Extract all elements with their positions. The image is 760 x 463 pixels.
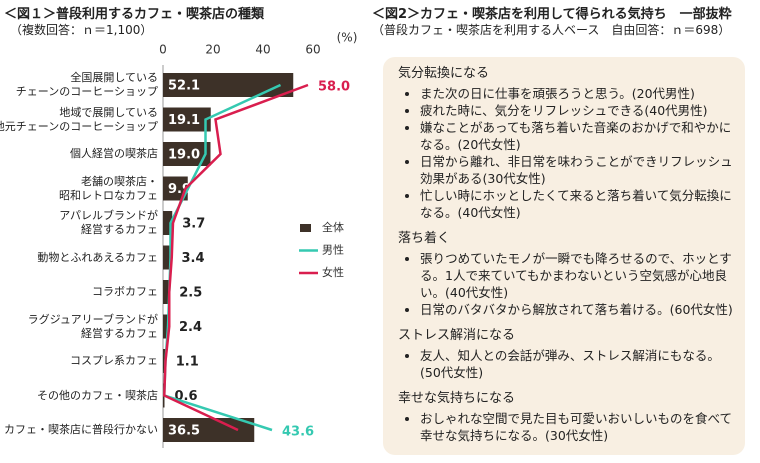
- comment: 疲れた時に、気分をリフレッシュできる(40代男性): [420, 102, 735, 119]
- category-label: 個人経営の喫茶店: [70, 147, 158, 160]
- bar: [163, 280, 170, 304]
- category-label: その他のカフェ・喫茶店: [37, 388, 158, 402]
- comment-list: 張りつめていたモノが一瞬でも降ろせるので、ホッとする。1人で来ていてもかまわない…: [398, 250, 735, 318]
- category-label: コスプレ系カフェ: [70, 354, 158, 367]
- section-heading: 幸せな気持ちになる: [398, 391, 516, 406]
- section: 気分転換になるまた次の日に仕事を頑張ろうと思う。(20代男性)疲れた時に、気分を…: [398, 65, 735, 221]
- comment: 友人、知人との会話が弾み、ストレス解消にもなる。(50代女性): [420, 347, 735, 381]
- unit-label: (%): [337, 31, 358, 45]
- category-label: 動物とふれあえるカフェ: [37, 250, 158, 264]
- x-tick-label: 60: [305, 43, 320, 57]
- category-label: 老舗の喫茶店・ 昭和レトロなカフェ: [59, 174, 158, 202]
- category-label: 全国展開している チェーンのコーヒーショップ: [15, 71, 158, 98]
- x-tick-label: 40: [255, 43, 270, 57]
- section-heading: ストレス解消になる: [398, 328, 516, 343]
- bar: [163, 107, 211, 132]
- bar: [163, 418, 255, 442]
- comment-list: 友人、知人との会話が弾み、ストレス解消にもなる。(50代女性): [398, 347, 735, 381]
- comment-list: また次の日に仕事を頑張ろうと思う。(20代男性)疲れた時に、気分をリフレッシュで…: [398, 85, 735, 221]
- comment-panel: 気分転換になるまた次の日に仕事を頑張ろうと思う。(20代男性)疲れた時に、気分を…: [383, 57, 745, 455]
- comment-list: おしゃれな空間で見た目も可愛いおいしいものを食べて幸せな気持ちになる。(30代女…: [398, 410, 735, 444]
- bar-value-label: 19.0: [168, 148, 200, 163]
- x-tick-label: 20: [205, 43, 220, 57]
- bar: [163, 73, 294, 97]
- comment: 日常のバタバタから解放されて落ち着ける。(60代女性): [420, 301, 735, 318]
- legend-label: 男性: [322, 243, 344, 257]
- chart-subtitle: （複数回答：ｎ＝1,100）: [10, 23, 153, 37]
- bar-value-label: 19.1: [168, 113, 200, 128]
- bar-value-label: 2.5: [179, 286, 202, 301]
- section: 落ち着く張りつめていたモノが一瞬でも降ろせるので、ホッとする。1人で来ていてもか…: [398, 230, 735, 318]
- bar: [163, 245, 172, 270]
- bar-value-label: 52.1: [168, 79, 200, 94]
- comment: 忙しい時にホッとしたくて来ると落ち着いて気分転換になる。(40代女性): [420, 187, 735, 221]
- legend-swatch: [300, 224, 311, 232]
- bar: [163, 314, 169, 339]
- bar-value-label: 1.1: [176, 355, 199, 370]
- category-label: 地域で展開している 地元チェーンのコーヒーショップ: [0, 105, 158, 133]
- legend-label: 全体: [322, 220, 344, 234]
- category-label: ラグジュアリーブランドが 経営するカフェ: [27, 312, 158, 340]
- category-label: カフェ・喫茶店に普段行かない: [4, 423, 158, 436]
- bar-value-label: 36.5: [168, 424, 200, 439]
- section: ストレス解消になる友人、知人との会話が弾み、ストレス解消にもなる。(50代女性): [398, 327, 735, 381]
- panel-subtitle: （普段カフェ・喫茶店を利用する人ベース 自由回答：ｎ＝698）: [372, 23, 731, 37]
- bar-value-label: 3.4: [182, 251, 205, 266]
- bar: [163, 211, 173, 235]
- line-value-label: 43.6: [282, 425, 314, 440]
- chart-title: ＜図１＞普段利用するカフェ・喫茶店の種類: [4, 7, 265, 22]
- comment: おしゃれな空間で見た目も可愛いおいしいものを食べて幸せな気持ちになる。(30代女…: [420, 410, 735, 444]
- panel-title: ＜図2＞カフェ・喫茶店を利用して得られる気持ち 一部抜粋: [372, 7, 732, 22]
- comment: 嫌なことがあっても落ち着いた音楽のおかげで和やかになる。(20代女性): [420, 119, 735, 153]
- section-heading: 落ち着く: [398, 231, 451, 246]
- comment: また次の日に仕事を頑張ろうと思う。(20代男性): [420, 85, 735, 102]
- line-value-label: 58.0: [318, 80, 350, 95]
- bar-value-label: 2.4: [179, 320, 202, 335]
- category-label: コラボカフェ: [92, 285, 158, 298]
- comment: 日常から離れ、非日常を味わうことができリフレッシュ効果がある(30代女性): [420, 153, 735, 187]
- bar-value-label: 3.7: [182, 217, 205, 232]
- category-label: アパレルブランドが 経営するカフェ: [59, 209, 158, 236]
- series-line: [162, 83, 309, 432]
- section-heading: 気分転換になる: [398, 66, 490, 81]
- x-tick-label: 0: [159, 43, 167, 57]
- comment: 張りつめていたモノが一瞬でも降ろせるので、ホッとする。1人で来ていてもかまわない…: [420, 250, 735, 301]
- legend-label: 女性: [322, 265, 344, 279]
- section: 幸せな気持ちになるおしゃれな空間で見た目も可愛いおいしいものを食べて幸せな気持ち…: [398, 390, 735, 444]
